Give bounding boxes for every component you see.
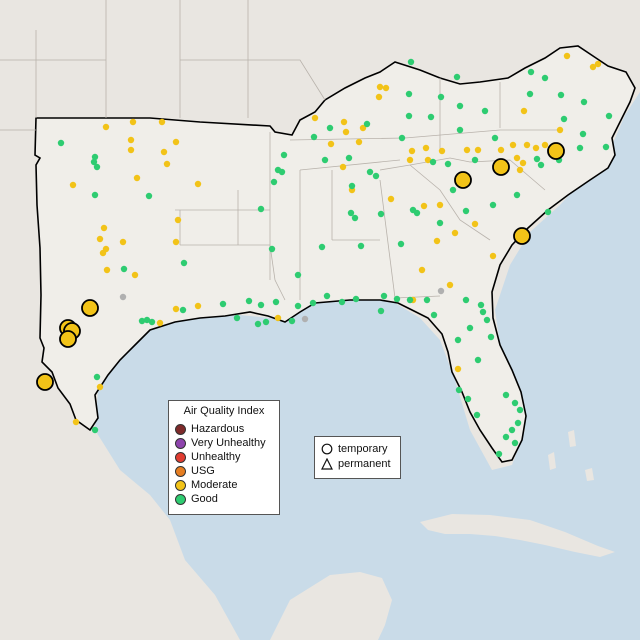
- circle-icon: [321, 443, 333, 455]
- temporary-moderate-monitors: [36, 142, 565, 391]
- good-sites: [57, 58, 613, 458]
- yucatan-peninsula: [270, 572, 392, 640]
- cuba-island: [420, 514, 615, 557]
- hazardous-swatch: [175, 423, 186, 435]
- unhealthy-swatch: [175, 451, 186, 463]
- legend-label: Good: [191, 493, 218, 505]
- aqi-legend: Air Quality Index Hazardous Very Unhealt…: [168, 400, 280, 515]
- legend-item-hazardous: Hazardous: [175, 422, 244, 436]
- aqi-legend-title: Air Quality Index: [183, 405, 265, 417]
- legend-item-usg: USG: [175, 464, 215, 478]
- no-data-sites: [119, 287, 445, 323]
- legend-label: permanent: [338, 458, 391, 470]
- southeast-region: [34, 45, 636, 463]
- legend-label: temporary: [338, 443, 388, 455]
- legend-label: Unhealthy: [191, 451, 241, 463]
- triangle-icon: [321, 458, 333, 470]
- legend-label: Moderate: [191, 479, 238, 491]
- legend-label: USG: [191, 465, 215, 477]
- legend-label: Very Unhealthy: [191, 437, 266, 449]
- monitor-type-legend: temporary permanent: [314, 436, 401, 479]
- bahamas-islands: [548, 430, 594, 481]
- legend-label: Hazardous: [191, 423, 245, 435]
- moderate-swatch: [175, 479, 186, 491]
- legend-item-unhealthy: Unhealthy: [175, 450, 241, 464]
- legend-item-very-unhealthy: Very Unhealthy: [175, 436, 266, 450]
- legend-item-good: Good: [175, 492, 218, 506]
- legend-item-temporary: temporary: [321, 442, 388, 456]
- moderate-sites: [69, 52, 602, 426]
- good-swatch: [175, 493, 186, 505]
- legend-item-moderate: Moderate: [175, 478, 237, 492]
- legend-item-permanent: permanent: [321, 457, 391, 471]
- usg-swatch: [175, 465, 186, 477]
- state-borders: [0, 0, 560, 301]
- very-unhealthy-swatch: [175, 437, 186, 449]
